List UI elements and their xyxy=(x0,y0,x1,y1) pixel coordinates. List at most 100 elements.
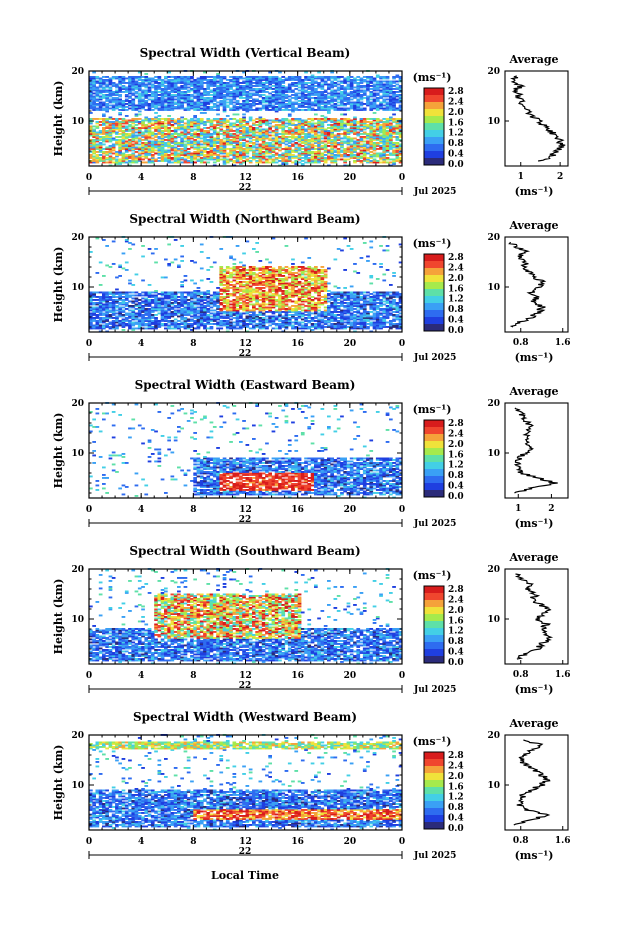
heatmap-cell xyxy=(362,146,367,149)
heatmap-cell xyxy=(291,94,295,96)
heatmap-cell xyxy=(382,107,387,110)
heatmap-cell xyxy=(252,76,256,78)
heatmap-cell xyxy=(349,154,354,156)
heatmap-cell xyxy=(167,83,171,86)
heatmap-cell xyxy=(183,131,188,134)
heatmap-cell xyxy=(183,143,188,146)
heatmap-cell xyxy=(248,142,253,144)
heatmap-cell xyxy=(180,91,184,93)
heatmap-cell xyxy=(372,139,377,141)
heatmap-cell xyxy=(102,155,106,158)
heatmap-cell xyxy=(294,139,299,141)
heatmap-cell xyxy=(248,161,253,164)
heatmap-cell xyxy=(274,125,279,128)
heatmap-cell xyxy=(170,303,175,306)
heatmap-cell xyxy=(304,97,308,99)
heatmap-cell xyxy=(167,300,171,303)
heatmap-cell xyxy=(128,134,132,137)
heatmap-cell xyxy=(115,122,119,125)
heatmap-cell xyxy=(108,305,113,307)
heatmap-cell xyxy=(206,85,211,87)
heatmap-cell xyxy=(141,161,145,164)
heatmap-cell xyxy=(121,300,126,303)
heatmap-cell xyxy=(310,125,315,128)
heatmap-cell xyxy=(128,146,132,149)
heatmap-cell xyxy=(92,303,96,306)
heatmap-cell xyxy=(219,95,224,98)
heatmap-cell xyxy=(180,321,184,324)
heatmap-cell xyxy=(186,306,191,309)
heatmap-cell xyxy=(219,101,224,104)
heatmap-cell xyxy=(320,130,325,132)
heatmap-cell xyxy=(92,151,96,153)
heatmap-cell xyxy=(180,317,184,319)
heatmap-cell xyxy=(268,92,272,95)
heatmap-cell xyxy=(124,82,129,84)
heatmap-cell xyxy=(382,94,387,96)
heatmap-cell xyxy=(359,82,364,84)
heatmap-cell xyxy=(258,152,263,155)
heatmap-cell xyxy=(193,134,197,137)
heatmap-cell xyxy=(362,118,367,120)
heatmap-cell xyxy=(395,101,400,104)
heatmap-cell xyxy=(115,288,119,291)
heatmap-cell xyxy=(105,296,109,298)
heatmap-cell xyxy=(209,146,214,149)
heatmap-cell xyxy=(150,137,155,140)
heatmap-cell xyxy=(327,155,331,158)
heatmap-cell xyxy=(219,79,224,81)
heatmap-cell xyxy=(349,124,354,126)
heatmap-cell xyxy=(271,104,276,107)
heatmap-cell xyxy=(330,85,334,87)
heatmap-cell xyxy=(89,125,93,128)
heatmap-cell xyxy=(137,95,142,98)
heatmap-cell xyxy=(274,92,279,95)
heatmap-cell xyxy=(105,85,109,87)
heatmap-cell xyxy=(398,151,403,153)
heatmap-cell xyxy=(196,323,201,325)
heatmap-cell xyxy=(281,103,286,105)
heatmap-cell xyxy=(141,155,145,158)
heatmap-cell xyxy=(317,157,321,159)
heatmap-cell xyxy=(212,125,217,128)
heatmap-cell xyxy=(137,100,142,102)
heatmap-cell xyxy=(131,122,136,125)
heatmap-cell xyxy=(372,94,377,96)
heatmap-cell xyxy=(297,82,302,84)
heatmap-cell xyxy=(314,113,318,116)
heatmap-cell xyxy=(147,305,152,307)
heatmap-cell xyxy=(304,154,308,156)
heatmap-cell xyxy=(353,79,357,81)
heatmap-cell xyxy=(398,76,403,78)
heatmap-cell xyxy=(281,125,286,128)
heatmap-cell xyxy=(222,97,227,99)
heatmap-cell xyxy=(196,317,201,319)
heatmap-cell xyxy=(284,86,289,89)
heatmap-cell xyxy=(343,160,347,162)
heatmap-cell xyxy=(297,155,302,158)
heatmap-cell xyxy=(196,302,201,304)
heatmap-cell xyxy=(108,160,113,162)
heatmap-cell xyxy=(160,94,165,96)
heatmap-cell xyxy=(239,149,243,152)
heatmap-cell xyxy=(186,137,191,140)
heatmap-cell xyxy=(219,92,224,95)
heatmap-cell xyxy=(261,98,266,101)
heatmap-cell xyxy=(232,157,237,159)
heatmap-cell xyxy=(160,95,165,98)
heatmap-cell xyxy=(170,323,175,325)
heatmap-cell xyxy=(330,71,334,74)
heatmap-cell xyxy=(222,143,227,146)
heatmap-cell xyxy=(379,155,383,158)
heatmap-cell xyxy=(284,122,289,125)
heatmap-cell xyxy=(124,119,129,122)
heatmap-cell xyxy=(366,100,370,102)
heatmap-cell xyxy=(206,131,211,134)
heatmap-cell xyxy=(154,299,158,301)
heatmap-cell xyxy=(389,104,393,107)
heatmap-cell xyxy=(212,154,217,156)
heatmap-cell xyxy=(287,136,292,138)
heatmap-cell xyxy=(144,324,149,327)
heatmap-cell xyxy=(141,121,145,123)
